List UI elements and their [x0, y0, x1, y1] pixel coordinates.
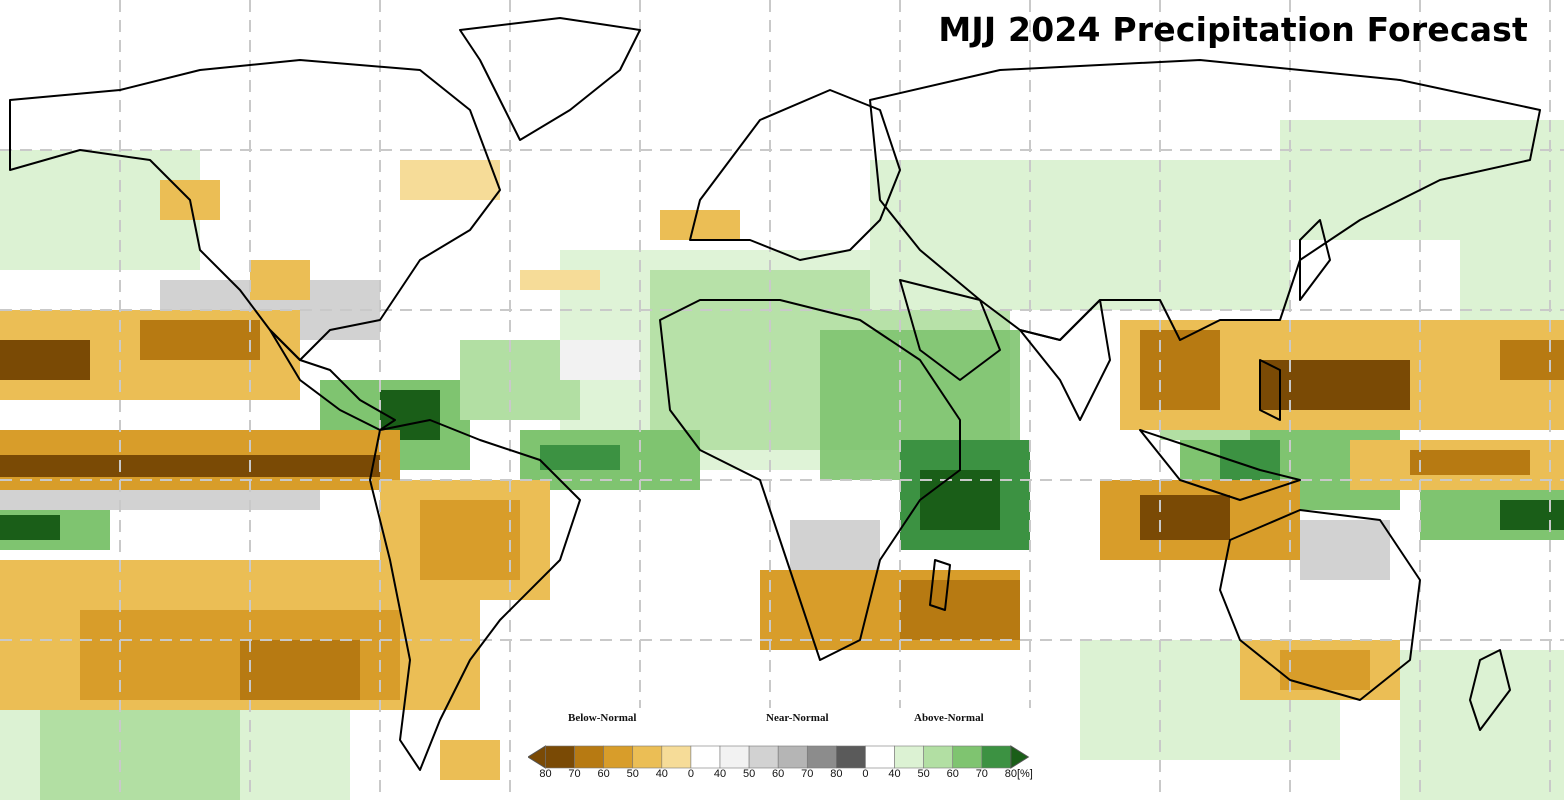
legend-colorbar: [528, 745, 1030, 769]
map-title: MJJ 2024 Precipitation Forecast: [938, 10, 1528, 49]
legend-tick: 80: [539, 768, 552, 780]
europe-outline: [689, 89, 901, 261]
legend-tick: 40: [655, 768, 668, 780]
indonesia-outline: [1139, 429, 1301, 501]
legend-tick: 70: [568, 768, 581, 780]
legend-tick: 80: [1004, 768, 1018, 780]
legend-near-normal-label: Near-Normal: [766, 712, 829, 724]
asia-outline: [869, 59, 1541, 341]
colorbar-segment: [923, 745, 954, 769]
legend-above-normal-label: Above-Normal: [914, 712, 984, 724]
continent-outlines: [9, 17, 1541, 771]
legend-tick: 50: [626, 768, 639, 780]
legend-tick: 50: [742, 768, 756, 780]
probability-cell: [790, 520, 880, 570]
probability-cells: [0, 120, 1564, 800]
probability-cell: [1400, 650, 1564, 800]
probability-cell: [1300, 520, 1390, 580]
south-america-outline: [369, 419, 581, 771]
legend-tick: 50: [917, 768, 930, 780]
probability-cell: [1260, 360, 1410, 410]
probability-cell: [540, 445, 620, 470]
colorbar-segment: [865, 745, 895, 769]
legend-tick: 70: [975, 768, 988, 780]
probability-cell: [240, 640, 360, 700]
madagascar-outline: [929, 559, 951, 611]
japan-outline: [1299, 219, 1331, 301]
new-zealand-outline: [1469, 649, 1511, 731]
arabia-outline: [899, 279, 1001, 381]
legend-below-normal-label: Below-Normal: [568, 712, 637, 724]
legend-tick: 60: [597, 768, 610, 780]
probability-cell: [870, 160, 1290, 310]
probability-cell: [400, 160, 500, 200]
colorbar-segment: [894, 745, 924, 769]
probability-cell: [40, 700, 240, 800]
probability-cell: [420, 500, 520, 580]
probability-cell: [1140, 330, 1220, 410]
africa-outline: [659, 299, 961, 661]
probability-cell: [1410, 450, 1530, 475]
probability-cell: [520, 270, 600, 290]
probability-cell: [250, 260, 310, 300]
legend-panel: Below-Normal Near-Normal Above-Normal 80…: [512, 708, 1040, 792]
probability-cell: [1500, 500, 1564, 530]
colorbar-left-arrow: [528, 745, 546, 769]
probability-cell: [140, 320, 260, 360]
legend-tick: 40: [713, 768, 727, 780]
colorbar-segment: [690, 745, 721, 769]
legend-tick: 0: [687, 768, 694, 780]
colorbar-segment: [806, 745, 837, 769]
probability-cell: [1500, 340, 1564, 380]
australia-outline: [1219, 509, 1421, 701]
probability-cell: [560, 340, 640, 380]
legend-tick: 60: [772, 768, 785, 780]
philippines-outline: [1259, 359, 1281, 421]
north-america-outline: [9, 59, 501, 361]
legend-tick: 80: [830, 768, 843, 780]
colorbar-segment: [719, 745, 750, 769]
colorbar-segment: [661, 745, 692, 769]
colorbar-segment: [952, 745, 983, 769]
legend-tick: 40: [888, 768, 901, 780]
colorbar-right-arrow: [1010, 745, 1030, 769]
legend-tick: 70: [801, 768, 814, 780]
probability-cell: [440, 740, 500, 780]
legend-unit: [%]: [1016, 768, 1033, 780]
central-america-outline: [269, 329, 396, 431]
probability-cell: [0, 340, 90, 380]
colorbar-segment: [981, 745, 1012, 769]
probability-cell: [1140, 495, 1230, 540]
probability-cell: [660, 210, 740, 240]
probability-cell: [0, 515, 60, 540]
colorbar-segment: [574, 745, 604, 769]
india-outline: [1019, 299, 1111, 421]
legend-tick: 60: [946, 768, 959, 780]
colorbar-segment: [836, 745, 866, 769]
colorbar-segment: [603, 745, 634, 769]
greenland-outline: [459, 17, 641, 141]
colorbar-segment: [545, 745, 575, 769]
probability-cell: [1280, 650, 1370, 690]
colorbar-segment: [777, 745, 808, 769]
probability-cell: [900, 580, 1020, 640]
legend-tick: 0: [862, 768, 869, 780]
colorbar-segment: [748, 745, 779, 769]
colorbar-segment: [632, 745, 663, 769]
probability-cell: [0, 455, 380, 477]
probability-cell: [1460, 200, 1564, 340]
